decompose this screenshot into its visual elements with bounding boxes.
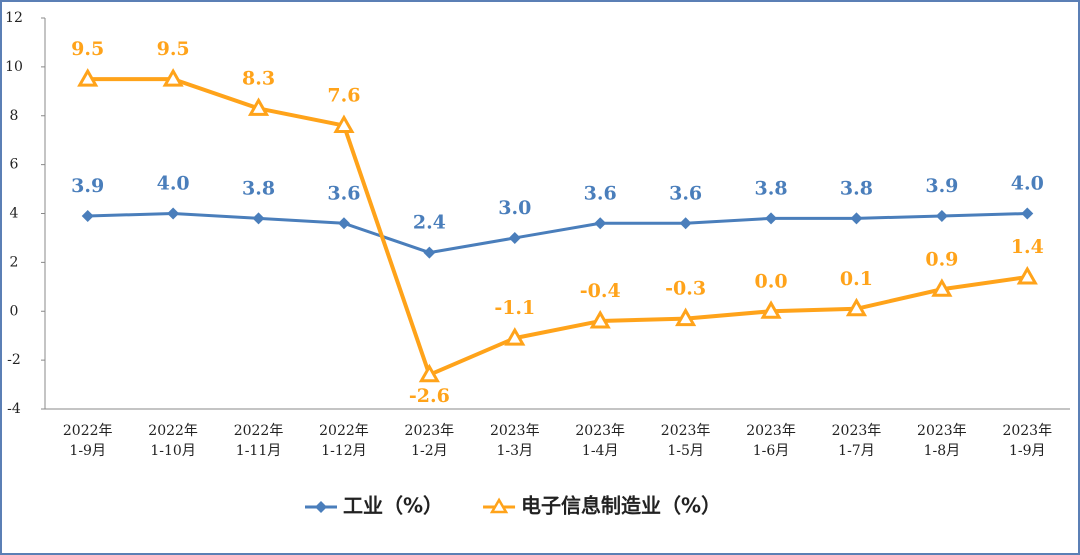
data-label: -0.4 [580, 280, 621, 302]
marker [675, 307, 697, 327]
marker [77, 68, 99, 87]
data-label: 1.4 [1011, 236, 1044, 258]
data-label: 0.0 [755, 270, 788, 292]
x-tick-label: 2023年 1-8月 [917, 423, 967, 459]
data-label: 3.8 [840, 177, 873, 199]
marker [423, 246, 436, 259]
y-tick-label: 4 [10, 206, 19, 222]
series: 3.9 4.0 3.8 3.6 2.4 3.0 3.6 3.6 3.8 3.8 3.9 4.0 [71, 173, 1044, 259]
data-label: 9.5 [157, 38, 190, 60]
data-label: -2.6 [409, 385, 450, 407]
data-label: 3.8 [242, 177, 275, 199]
data-label: 4.0 [1011, 173, 1044, 195]
legend-label: 电子信息制造业（%） [521, 494, 721, 518]
data-label: 9.5 [71, 38, 104, 60]
marker [418, 363, 440, 383]
marker [333, 114, 355, 134]
marker [162, 68, 184, 87]
x-tick-label: 2023年 1-5月 [660, 423, 711, 459]
data-label: 3.6 [669, 182, 702, 204]
y-tick-label: 12 [5, 10, 23, 26]
x-tick-label: 2023年 1-6月 [746, 423, 796, 459]
data-label: 3.6 [584, 182, 617, 204]
marker [81, 209, 94, 222]
marker [337, 217, 350, 230]
marker [760, 300, 782, 319]
marker [679, 217, 692, 230]
y-tick-label: -4 [7, 401, 21, 417]
marker [1016, 266, 1038, 285]
data-label: 2.4 [413, 212, 446, 234]
marker [508, 231, 521, 244]
legend-marker [489, 497, 509, 514]
marker [504, 327, 526, 346]
x-tick-label: 2023年 1-3月 [489, 423, 540, 459]
x-tick-label: 2023年 1-7月 [831, 423, 882, 459]
x-tick-label: 2022年 1-11月 [233, 423, 284, 459]
data-label: 4.0 [157, 173, 190, 195]
y-tick-label: 8 [10, 108, 19, 124]
data-label: 7.6 [327, 85, 360, 107]
y-tick-label: -2 [7, 352, 21, 368]
data-label: 3.6 [327, 182, 360, 204]
x-tick-label: 2023年 1-2月 [404, 423, 455, 459]
y-tick-label: 0 [10, 303, 19, 319]
series-line [87, 77, 1028, 377]
legend-marker [315, 501, 327, 513]
series: 9.5 9.5 8.3 7.6 -2.6 -1.1 -0.4 -0.3 0.0 0.1 0.9 1.4 [71, 38, 1044, 407]
marker [252, 212, 265, 225]
series-line [87, 212, 1028, 255]
marker [167, 207, 180, 220]
data-label: 3.9 [71, 175, 104, 197]
y-tick-label: 2 [10, 254, 19, 270]
marker [589, 310, 611, 329]
marker [850, 212, 863, 225]
marker [1021, 207, 1034, 220]
x-tick-label: 2022年 1-9月 [62, 423, 113, 459]
legend-label: 工业（%） [343, 494, 443, 518]
x-tick-label: 2023年 1-4月 [575, 423, 626, 459]
data-label: 3.9 [925, 175, 958, 197]
x-tick-label: 2023年 1-9月 [1002, 423, 1053, 459]
data-label: 0.9 [925, 248, 958, 270]
data-label: -0.3 [665, 278, 706, 300]
y-tick-label: 10 [5, 59, 23, 75]
data-label: 0.1 [840, 268, 873, 290]
data-label: 3.0 [498, 197, 531, 219]
x-tick-label: 2022年 1-10月 [148, 423, 198, 459]
data-label: -1.1 [494, 297, 535, 319]
marker [935, 209, 948, 222]
data-label: 3.8 [755, 177, 788, 199]
x-tick-label: 2022年 1-12月 [319, 423, 369, 459]
marker [845, 297, 868, 317]
y-tick-label: 6 [10, 157, 19, 173]
marker [765, 212, 778, 225]
data-label: 8.3 [242, 67, 275, 89]
marker [594, 217, 607, 230]
marker [247, 97, 270, 116]
marker [931, 278, 953, 297]
